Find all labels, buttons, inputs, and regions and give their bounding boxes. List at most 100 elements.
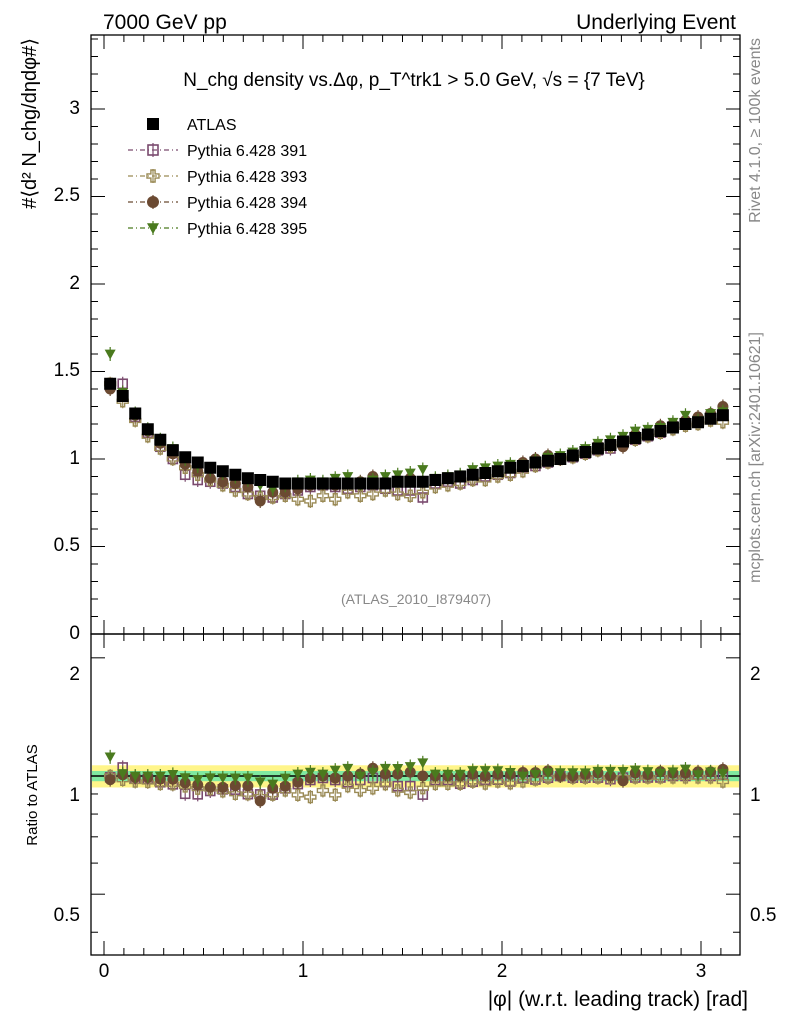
ratio-point xyxy=(167,769,179,780)
data-point xyxy=(454,470,467,483)
data-point xyxy=(354,489,367,502)
ratio-point xyxy=(654,768,666,779)
y-tick-label: 2 xyxy=(69,273,80,294)
ratio-point xyxy=(279,773,291,784)
data-point xyxy=(679,418,692,430)
y-tick-label: 0 xyxy=(69,623,80,644)
y-tick-label: 2.5 xyxy=(54,185,80,206)
data-point xyxy=(516,460,529,472)
x-axis-title: |φ| (w.r.t. leading track) [rad] xyxy=(488,988,748,1011)
legend-label-atlas: ATLAS xyxy=(187,117,237,134)
plot-title: N_chg density vs.Δφ, p_T^trk1 > 5.0 GeV,… xyxy=(183,70,645,91)
data-point xyxy=(316,489,330,502)
ratio-point xyxy=(667,767,679,778)
ratio-point xyxy=(329,772,341,784)
ratio-point xyxy=(516,775,530,788)
data-point xyxy=(466,468,479,481)
ratio-point xyxy=(705,767,717,778)
data-point xyxy=(241,472,254,485)
data-point xyxy=(704,412,717,425)
data-point xyxy=(254,474,267,486)
ratio-point xyxy=(179,773,191,784)
data-point xyxy=(129,407,142,420)
ratio-point xyxy=(442,769,454,780)
ratio-point xyxy=(679,764,691,775)
data-point xyxy=(341,486,354,499)
data-point xyxy=(692,416,705,429)
data-point xyxy=(279,477,292,490)
data-point xyxy=(629,432,642,444)
ratio-point xyxy=(217,773,229,784)
ratio-point xyxy=(479,766,491,777)
ratio-data-points xyxy=(103,749,730,809)
ratio-point xyxy=(204,773,216,784)
ratio-point xyxy=(592,766,604,777)
ratio-point xyxy=(579,768,591,779)
ratio-point xyxy=(104,774,116,786)
data-point xyxy=(416,486,429,499)
ratio-point xyxy=(342,763,354,774)
y-tick-label: 0.5 xyxy=(54,535,80,556)
ratio-series-pythia-6-428-395 xyxy=(104,749,729,792)
ratio-point xyxy=(229,787,242,800)
ratio-tick-label-right: 2 xyxy=(750,664,761,685)
ratio-point xyxy=(142,771,154,782)
ratio-point xyxy=(617,767,629,777)
ratio-point xyxy=(567,768,579,779)
legend-marker xyxy=(147,144,159,156)
y-tick-label: 1 xyxy=(69,448,80,469)
ratio-tick-label-left: 0.5 xyxy=(54,905,80,926)
ratio-point xyxy=(692,770,704,781)
data-point xyxy=(204,461,217,474)
data-point xyxy=(391,475,404,488)
data-point xyxy=(116,390,129,402)
ratio-point xyxy=(391,784,404,797)
ratio-point xyxy=(317,769,329,780)
ratio-point xyxy=(242,780,254,792)
data-point xyxy=(654,425,667,437)
ratio-point xyxy=(417,758,429,769)
data-point xyxy=(541,454,554,467)
ratio-point xyxy=(717,768,729,779)
data-point xyxy=(304,477,317,490)
data-point xyxy=(404,489,417,502)
ratio-point xyxy=(291,788,305,802)
ratio-point xyxy=(404,786,417,799)
ratio-point xyxy=(404,762,416,772)
data-point xyxy=(291,493,305,506)
data-point xyxy=(416,475,429,488)
legend-marker xyxy=(146,169,160,183)
data-point xyxy=(179,451,192,464)
data-point xyxy=(579,446,592,458)
ratio-point xyxy=(304,767,316,778)
header-right: Underlying Event xyxy=(576,11,736,34)
data-point xyxy=(342,472,354,482)
data-point xyxy=(304,494,317,508)
data-point xyxy=(679,410,691,421)
data-point xyxy=(441,472,454,485)
ratio-point xyxy=(342,770,354,782)
data-point xyxy=(354,477,367,490)
y-tick-label: 1.5 xyxy=(54,360,80,381)
data-point xyxy=(229,468,242,481)
legend-marker xyxy=(147,223,159,234)
data-point xyxy=(379,472,391,482)
ratio-point xyxy=(629,765,641,776)
ratio-point xyxy=(229,780,241,792)
ratio-point xyxy=(366,782,380,795)
data-point xyxy=(491,465,504,478)
legend-label-395: Pythia 6.428 395 xyxy=(187,221,307,238)
ratio-point xyxy=(329,788,342,802)
ratio-point xyxy=(466,775,479,788)
data-point xyxy=(204,472,216,484)
ratio-point xyxy=(217,781,229,793)
ratio-point xyxy=(341,780,354,793)
ratio-point xyxy=(292,769,304,780)
ratio-point xyxy=(529,769,541,780)
data-point xyxy=(154,433,167,446)
ratio-axis-title: Ratio to ATLAS xyxy=(24,744,41,845)
mcplots-label: mcplots.cern.ch [arXiv:2401.10621] xyxy=(747,332,764,583)
ratio-point xyxy=(254,777,266,788)
data-point xyxy=(666,421,679,434)
ratio-point xyxy=(479,777,492,790)
